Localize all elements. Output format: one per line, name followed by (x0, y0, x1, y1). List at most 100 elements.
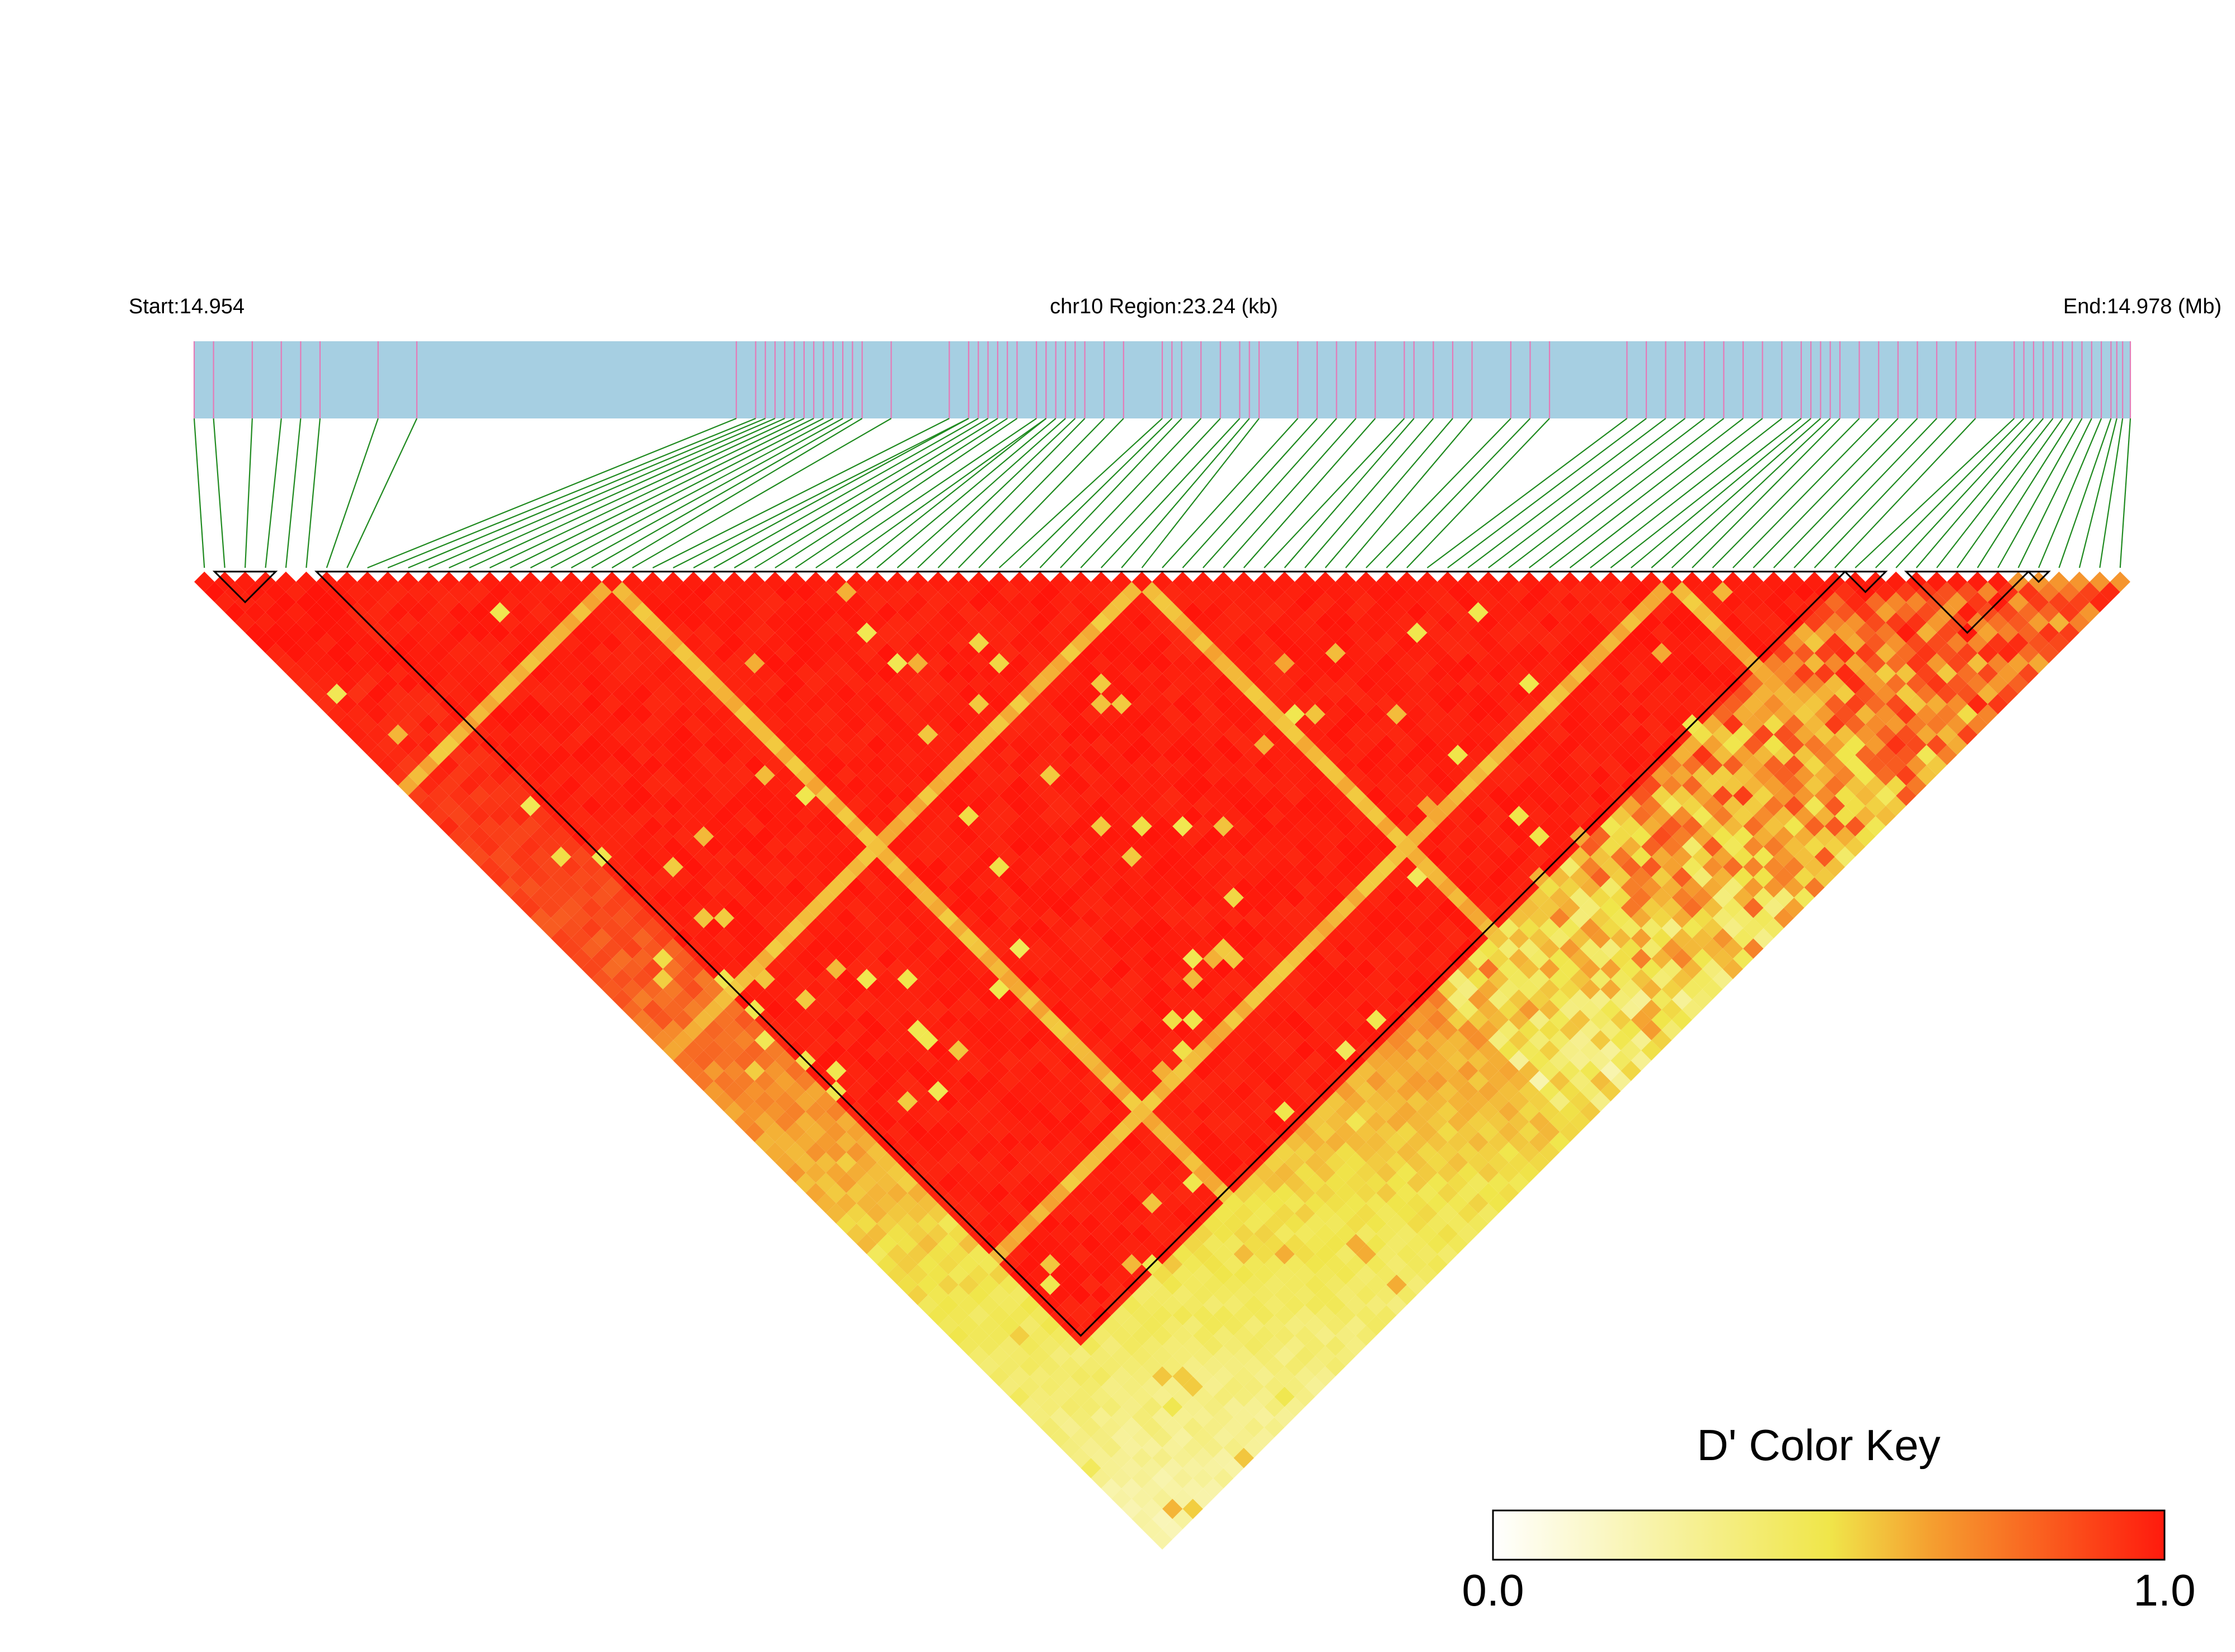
ld-cell (1447, 1132, 1468, 1152)
ld-cell (1192, 1142, 1214, 1162)
ld-cell (1937, 582, 1957, 603)
ld-cell (734, 602, 755, 623)
ld-cell (948, 1183, 969, 1203)
ld-cell (989, 1162, 1009, 1183)
ld-cell (1172, 571, 1193, 592)
ld-cell (1509, 989, 1529, 1010)
ld-cell (1651, 806, 1672, 827)
ld-cell (1111, 1060, 1132, 1081)
ld-cell (1722, 877, 1743, 898)
ld-cell (1060, 622, 1081, 643)
ld-cell (1192, 836, 1214, 857)
ld-cell (1315, 958, 1336, 980)
ld-cell (2028, 653, 2049, 674)
ld-cell (897, 1050, 918, 1071)
color-key-bar (1492, 1509, 2166, 1561)
ld-cell (1906, 694, 1927, 714)
ld-cell (1550, 867, 1570, 888)
ld-cell (1091, 1020, 1111, 1041)
ld-cell (479, 694, 500, 714)
ld-cell (948, 1325, 969, 1346)
ld-cell (1223, 1071, 1244, 1091)
snp-connector (1692, 418, 1840, 568)
ld-cell (866, 1081, 888, 1102)
ld-cell (1376, 877, 1397, 898)
ld-cell (1304, 928, 1326, 949)
ld-cell (836, 1071, 857, 1091)
ld-cell (388, 602, 409, 623)
ld-cell (1060, 1213, 1081, 1234)
ld-cell (1407, 684, 1428, 704)
ld-cell (1458, 571, 1478, 592)
ld-cell (1264, 1152, 1285, 1173)
ld-cell (449, 724, 469, 745)
ld-cell (1550, 704, 1570, 724)
ld-cell (1702, 735, 1723, 755)
ld-cell (1804, 735, 1825, 755)
ld-cell (285, 622, 307, 643)
ld-cell (683, 877, 704, 898)
ld-cell (1967, 571, 1988, 592)
ld-cell (1325, 806, 1346, 827)
ld-cell (1550, 663, 1570, 684)
ld-cell (1264, 704, 1285, 724)
ld-cell (1356, 775, 1377, 796)
ld-cell (1671, 684, 1692, 704)
ld-cell (541, 612, 561, 633)
ld-cell (1386, 989, 1407, 1010)
ld-cell (1478, 1203, 1499, 1224)
ld-cell (1284, 989, 1305, 1010)
ld-cell (877, 1234, 898, 1254)
ld-cell (1131, 1345, 1152, 1367)
ld-cell (1906, 612, 1927, 633)
ld-cell (917, 1009, 938, 1030)
ld-cell (1743, 897, 1764, 918)
ld-cell (1376, 653, 1397, 674)
ld-cell (306, 622, 327, 643)
ld-cell (561, 653, 581, 674)
ld-cell (683, 755, 704, 775)
ld-cell (846, 1020, 867, 1041)
ld-cell (866, 673, 888, 694)
ld-cell (1437, 735, 1458, 755)
ld-cell (1682, 612, 1703, 633)
ld-cell (1794, 887, 1815, 908)
ld-cell (1030, 877, 1050, 898)
ld-cell (948, 571, 969, 592)
ld-cell (1356, 1203, 1377, 1224)
ld-cell (1550, 1111, 1570, 1132)
ld-cell (979, 745, 999, 765)
ld-cell (1162, 887, 1183, 908)
ld-cell (1131, 1162, 1152, 1183)
ld-cell (1264, 1030, 1285, 1051)
ld-cell (1182, 928, 1203, 949)
ld-cell (1396, 1040, 1417, 1061)
snp-connector (1976, 418, 2073, 568)
ld-cell (1325, 745, 1346, 765)
ld-cell (1519, 653, 1539, 674)
ld-cell (459, 571, 480, 592)
ld-cell (367, 663, 388, 684)
ld-cell (1875, 724, 1896, 745)
ld-cell (1722, 735, 1743, 755)
snp-connector (285, 418, 302, 568)
ld-cell (815, 1050, 837, 1071)
ld-cell (1040, 969, 1060, 990)
ld-cell (622, 755, 643, 775)
ld-cell (1294, 836, 1316, 857)
ld-cell (439, 571, 459, 592)
ld-cell (673, 684, 694, 704)
ld-cell (1030, 816, 1050, 837)
ld-cell (1264, 1254, 1285, 1275)
ld-cell (581, 958, 602, 980)
ld-cell (1702, 958, 1723, 980)
ld-cell (989, 1122, 1009, 1142)
ld-cell (1264, 785, 1285, 806)
ld-cell (490, 806, 510, 827)
ld-cell (1294, 612, 1316, 633)
ld-cell (1294, 1223, 1316, 1244)
ld-cell (703, 653, 724, 674)
ld-cell (1264, 643, 1285, 663)
ld-cell (1264, 1050, 1285, 1071)
ld-cell (836, 1009, 857, 1030)
